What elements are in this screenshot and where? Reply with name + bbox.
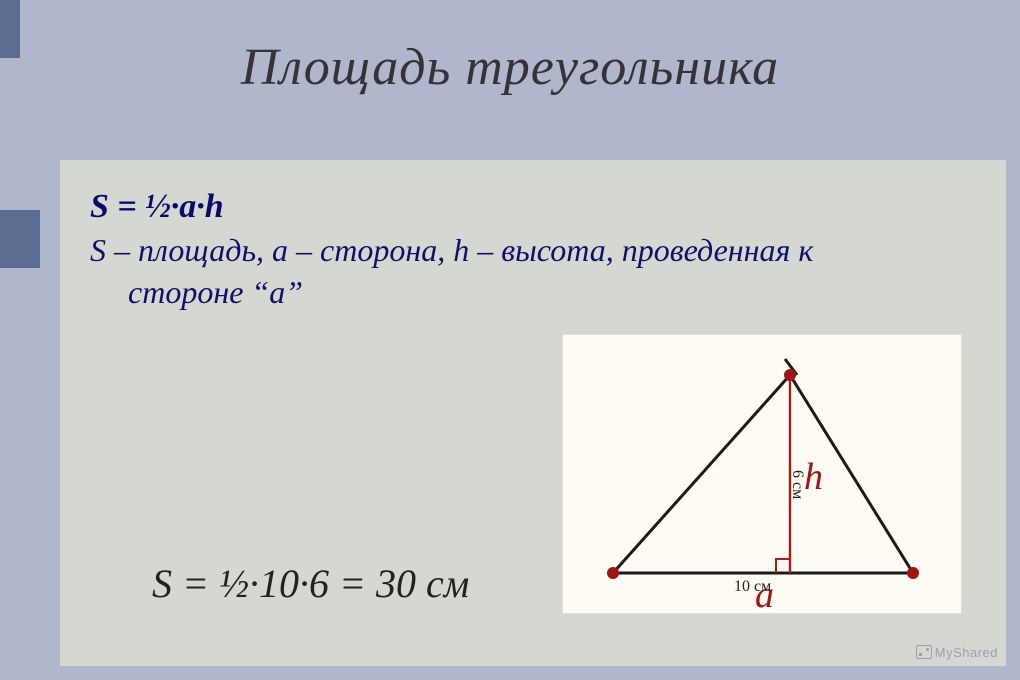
watermark-icon bbox=[916, 645, 932, 659]
triangle-svg: ha bbox=[563, 335, 963, 615]
triangle-diagram: ha bbox=[562, 334, 962, 614]
watermark: MyShared bbox=[916, 645, 998, 660]
calculation-result: S = ½·10·6 = 30 см bbox=[152, 560, 469, 607]
watermark-text: MyShared bbox=[935, 645, 998, 660]
explain-line-1: S – площадь, a – сторона, h – высота, пр… bbox=[90, 232, 813, 268]
formula-main: S = ½·a·h bbox=[90, 188, 224, 226]
explain-line-2: стороне “a” bbox=[90, 272, 960, 314]
slide-title: Площадь треугольника bbox=[0, 38, 1020, 97]
formula-explanation: S – площадь, a – сторона, h – высота, пр… bbox=[90, 230, 960, 313]
diagram-base-measurement: 10 см bbox=[734, 578, 771, 596]
accent-bar-middle bbox=[0, 210, 40, 268]
svg-text:h: h bbox=[804, 456, 823, 498]
slide: Площадь треугольника S = ½·a·h S – площа… bbox=[0, 0, 1020, 680]
diagram-height-measurement: 6 см bbox=[788, 470, 806, 499]
